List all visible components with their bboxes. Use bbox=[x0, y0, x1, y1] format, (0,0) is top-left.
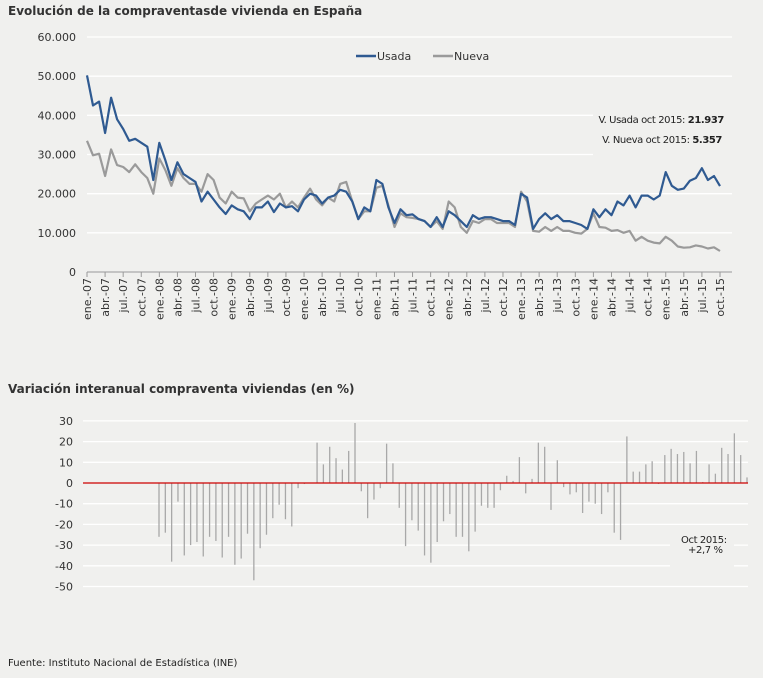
chart1-legend: Usada Nueva bbox=[356, 50, 489, 63]
x-tick-label: abr.-08 bbox=[171, 278, 184, 317]
x-tick-label: ene.-11 bbox=[370, 278, 383, 320]
chart1-title: Evolución de la compraventasde vivienda … bbox=[8, 4, 362, 18]
y-tick-label: -40 bbox=[55, 560, 73, 573]
x-tick-label: oct.-14 bbox=[642, 278, 655, 317]
y-tick-label: 30 bbox=[59, 415, 73, 428]
annotation-nueva-value: 5.357 bbox=[692, 135, 722, 146]
x-tick-label: oct.-12 bbox=[497, 278, 510, 317]
y-tick-label: -20 bbox=[55, 518, 73, 531]
annotation2-label: Oct 2015: bbox=[681, 535, 727, 546]
y-tick-label: 60.000 bbox=[38, 31, 77, 44]
x-tick-label: jul.-12 bbox=[479, 278, 492, 314]
x-tick-label: oct.-08 bbox=[208, 278, 221, 317]
x-tick-label: oct.-15 bbox=[714, 278, 727, 317]
x-tick-label: jul.-13 bbox=[551, 278, 564, 314]
annotation-nueva: V. Nueva oct 2015: 5.357 bbox=[602, 135, 722, 146]
legend-label-usada: Usada bbox=[377, 50, 411, 63]
annotation-usada-label: V. Usada oct 2015: bbox=[598, 115, 687, 126]
annotation2-box bbox=[670, 525, 734, 567]
chart1-x-axis: ene.-07 abr.-07 jul.-07 oct.-07 ene.-08 abr.-… bbox=[81, 271, 732, 320]
y-tick-label: 10 bbox=[59, 456, 73, 469]
annotation-usada-value: 21.937 bbox=[688, 115, 725, 126]
y-tick-label: 30.000 bbox=[38, 149, 77, 162]
x-tick-label: jul.-07 bbox=[117, 278, 130, 314]
annotation-usada: V. Usada oct 2015: 21.937 bbox=[598, 115, 724, 126]
annotation2-value: +2,7 % bbox=[688, 545, 723, 556]
legend-label-nueva: Nueva bbox=[454, 50, 489, 63]
x-tick-label: ene.-15 bbox=[660, 278, 673, 320]
x-tick-label: oct.-07 bbox=[135, 278, 148, 317]
x-tick-label: abr.-10 bbox=[316, 278, 329, 317]
y-tick-label: -50 bbox=[55, 581, 73, 594]
annotation-box bbox=[593, 112, 735, 158]
x-tick-label: jul.-14 bbox=[624, 278, 637, 314]
annotation-nueva-label: V. Nueva oct 2015: bbox=[602, 135, 692, 146]
x-tick-label: abr.-12 bbox=[461, 278, 474, 317]
x-tick-label: oct.-09 bbox=[280, 278, 293, 317]
y-tick-label: 0 bbox=[69, 266, 76, 279]
x-tick-label: jul.-09 bbox=[262, 278, 275, 314]
x-tick-label: ene.-08 bbox=[153, 278, 166, 320]
x-tick-label: jul.-15 bbox=[696, 278, 709, 314]
x-tick-label: jul.-08 bbox=[190, 278, 203, 314]
x-tick-label: ene.-10 bbox=[298, 278, 311, 320]
x-tick-label: jul.-10 bbox=[334, 278, 347, 314]
x-tick-label: oct.-10 bbox=[352, 278, 365, 317]
y-tick-label: -10 bbox=[55, 498, 73, 511]
x-tick-label: abr.-13 bbox=[533, 278, 546, 317]
chart2-y-axis: 30 20 10 0 -10 -20 -30 -40 -50 bbox=[55, 415, 73, 594]
series-line-usada bbox=[85, 75, 721, 230]
chart2-plot bbox=[83, 422, 748, 581]
y-tick-label: 10.000 bbox=[38, 227, 77, 240]
y-tick-label: 20 bbox=[59, 436, 73, 449]
y-tick-label: 0 bbox=[66, 477, 73, 490]
chart1-plot bbox=[85, 75, 721, 252]
source-footer: Fuente: Instituto Nacional de Estadístic… bbox=[8, 657, 237, 669]
x-tick-label: abr.-11 bbox=[388, 278, 401, 317]
y-tick-label: 50.000 bbox=[38, 70, 77, 83]
y-tick-label: 40.000 bbox=[38, 109, 77, 122]
y-tick-label: 20.000 bbox=[38, 188, 77, 201]
chart2-title: Variación interanual compraventa viviend… bbox=[8, 382, 354, 396]
y-tick-label: -30 bbox=[55, 539, 73, 552]
x-tick-label: ene.-14 bbox=[587, 278, 600, 320]
x-tick-label: abr.-09 bbox=[244, 278, 257, 317]
x-tick-label: abr.-14 bbox=[605, 278, 618, 317]
chart1-y-axis: 0 10.000 20.000 30.000 40.000 50.000 60.000 bbox=[38, 31, 77, 279]
x-tick-label: ene.-12 bbox=[443, 278, 456, 320]
x-tick-label: oct.-13 bbox=[569, 278, 582, 317]
chart2-gridlines bbox=[83, 420, 748, 588]
series-line-nueva bbox=[85, 140, 721, 252]
x-tick-label: abr.-07 bbox=[99, 278, 112, 317]
x-tick-label: jul.-11 bbox=[407, 278, 420, 314]
x-tick-label: ene.-13 bbox=[515, 278, 528, 320]
x-tick-label: ene.-07 bbox=[81, 278, 94, 320]
x-tick-label: ene.-09 bbox=[226, 278, 239, 320]
x-tick-label: oct.-11 bbox=[425, 278, 438, 317]
x-tick-label: abr.-15 bbox=[678, 278, 691, 317]
